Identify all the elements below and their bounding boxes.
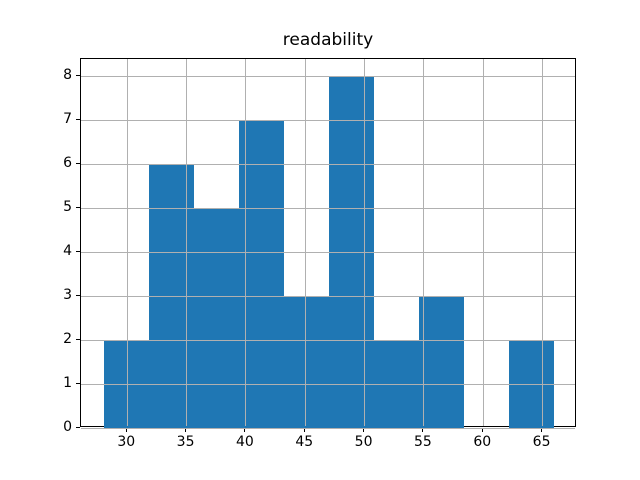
grid-line-vertical [304,58,306,427]
y-tick-label: 8 [63,67,72,84]
grid-line-horizontal [81,383,575,385]
y-tick-mark [75,74,80,76]
y-tick-label: 2 [63,331,72,348]
chart-title: readability [282,30,374,50]
y-tick-label: 7 [63,111,72,128]
x-tick-label: 40 [236,434,254,450]
histogram-bar [419,296,465,429]
grid-line-horizontal [81,119,575,121]
y-tick-mark [75,382,80,384]
grid-line-vertical [245,58,247,427]
y-tick-mark [75,250,80,252]
y-tick-label: 3 [63,287,72,304]
y-tick-mark [75,162,80,164]
x-tick-label: 30 [117,434,136,450]
grid-line-vertical [126,58,128,427]
x-tick-label: 45 [295,434,314,450]
x-tick-label: 55 [414,434,432,450]
x-tick-mark [185,427,187,432]
grid-line-vertical [186,58,188,427]
x-tick-label: 50 [354,434,373,450]
x-tick-mark [125,427,127,432]
grid-line-horizontal [81,75,575,77]
y-tick-label: 4 [63,243,72,260]
x-tick-label: 60 [473,434,492,450]
x-tick-label: 35 [176,434,195,450]
y-tick-label: 5 [63,199,72,216]
x-tick-mark [244,427,246,432]
x-tick-mark [363,427,365,432]
grid-line-horizontal [81,163,575,165]
y-tick-mark [75,206,80,208]
histogram-bar [193,208,239,429]
y-tick-label: 1 [63,375,72,392]
grid-line-horizontal [81,427,575,429]
grid-line-vertical [423,58,425,427]
y-tick-mark [75,294,80,296]
grid-line-horizontal [81,251,575,253]
x-tick-mark [541,427,543,432]
y-tick-mark [75,426,80,428]
plot-area [80,57,576,429]
y-tick-label: 0 [63,419,72,436]
x-tick-mark [303,427,305,432]
grid-line-horizontal [81,207,575,209]
y-tick-mark [75,118,80,120]
x-tick-mark [481,427,483,432]
x-tick-label: 65 [532,434,551,450]
grid-line-vertical [482,58,484,427]
y-tick-mark [75,338,80,340]
grid-line-vertical [542,58,544,427]
grid-line-horizontal [81,295,575,297]
y-tick-label: 6 [63,155,72,172]
x-tick-mark [422,427,424,432]
grid-line-horizontal [81,339,575,341]
histogram-bar [283,296,329,429]
grid-line-vertical [364,58,366,427]
